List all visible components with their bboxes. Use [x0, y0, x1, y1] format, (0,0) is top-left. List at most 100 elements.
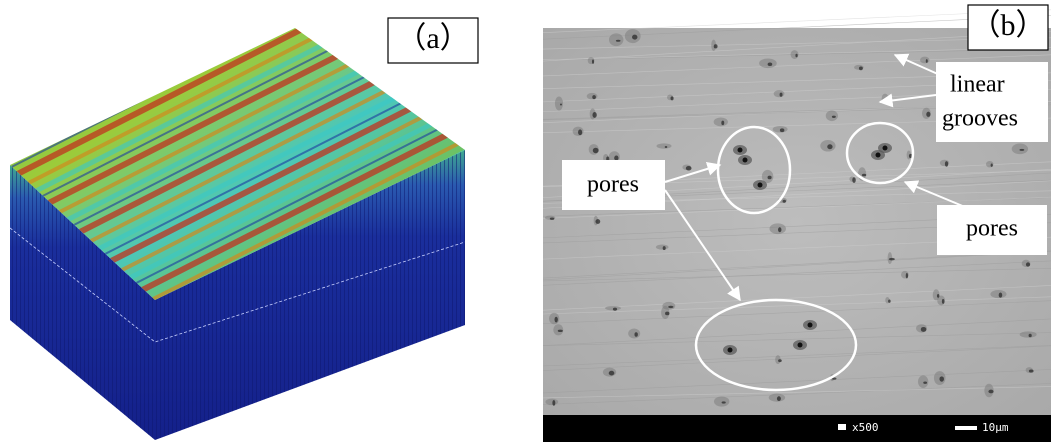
sem-feature — [634, 332, 637, 337]
sem-feature — [605, 306, 621, 310]
sem-feature — [632, 35, 637, 40]
sem-feature — [774, 90, 785, 97]
sem-feature — [609, 33, 623, 46]
sem-feature — [768, 63, 773, 67]
sem-feature — [668, 306, 673, 308]
sem-feature — [728, 348, 733, 353]
sem-feature — [808, 323, 813, 328]
sem-feature — [939, 376, 944, 381]
annotation: pores — [966, 216, 1018, 242]
annotation: grooves — [942, 106, 1018, 132]
annotation: pores — [587, 172, 639, 198]
sem-feature — [714, 396, 729, 406]
sem-feature — [1026, 262, 1030, 266]
sem-feature — [826, 110, 838, 121]
sem-feature — [743, 158, 748, 163]
sem-feature — [721, 121, 724, 126]
sem-feature — [889, 258, 895, 260]
sem-feature — [1019, 149, 1024, 151]
sem-feature — [920, 57, 930, 64]
sem-feature — [714, 117, 728, 126]
sem-feature — [616, 40, 621, 42]
sem-feature — [862, 174, 866, 177]
figure: （a） x500 10μm linear grooves pores pores… — [0, 0, 1051, 442]
sem-feature — [827, 144, 832, 149]
sem-feature — [999, 292, 1003, 297]
sem-feature — [783, 200, 786, 203]
sem-feature — [545, 399, 558, 405]
sem-feature — [988, 390, 993, 394]
sem-feature — [613, 308, 617, 311]
sem-feature — [876, 153, 881, 158]
sem-feature — [1020, 331, 1037, 337]
sem-feature — [1029, 369, 1034, 372]
sem-feature — [665, 312, 669, 316]
panel-label: （b） — [971, 9, 1046, 42]
sem-feature — [560, 103, 562, 105]
sem-feature — [923, 382, 927, 384]
sem-feature — [686, 166, 692, 170]
sem-feature — [906, 273, 908, 279]
sem-feature — [578, 129, 582, 135]
sem-feature — [553, 324, 563, 335]
sem-feature — [662, 302, 675, 310]
sem-feature — [832, 116, 836, 118]
sem-feature — [921, 327, 927, 332]
sem-feature — [665, 146, 668, 148]
panel-label: （a） — [396, 22, 469, 55]
sem-feature — [592, 59, 594, 63]
sem-feature — [888, 300, 890, 303]
sem-feature — [593, 148, 599, 153]
sem-feature — [991, 163, 993, 166]
scale-label: 10μm — [982, 421, 1009, 434]
sem-feature — [773, 126, 788, 133]
sem-feature — [926, 112, 930, 117]
sem-feature — [555, 317, 558, 323]
magnification: x500 — [852, 421, 879, 434]
panel-b: x500 10μm linear grooves pores pores （b） — [543, 5, 1051, 442]
sem-feature — [883, 146, 888, 151]
sem-feature — [990, 290, 1006, 298]
sem-feature — [937, 294, 939, 298]
scale-bar — [955, 426, 977, 430]
sem-feature — [722, 401, 726, 403]
sem-feature — [1012, 144, 1028, 155]
sem-feature — [942, 299, 945, 304]
sem-feature — [558, 330, 563, 332]
sem-feature — [926, 59, 928, 63]
sem-feature — [592, 95, 596, 99]
sem-feature — [549, 313, 559, 324]
sem-feature — [555, 97, 563, 111]
sem-feature — [614, 155, 618, 160]
sem-feature — [738, 148, 743, 153]
sem-feature — [852, 177, 856, 183]
sem-feature — [628, 329, 640, 339]
sem-feature — [770, 223, 786, 234]
sem-feature — [780, 128, 784, 132]
sem-feature — [592, 112, 596, 118]
sem-feature — [595, 219, 600, 224]
sem-feature — [663, 246, 666, 250]
sem-feature — [945, 161, 948, 167]
sem-feature — [885, 98, 888, 100]
sem-feature — [768, 176, 772, 180]
panel-a: （a） — [10, 18, 478, 440]
sem-feature — [609, 371, 615, 376]
sem-feature — [780, 93, 783, 97]
sem-feature — [859, 67, 863, 71]
sem-feature — [777, 396, 781, 401]
sem-feature — [918, 375, 928, 388]
sem-feature — [759, 59, 777, 69]
sem-feature — [778, 359, 782, 362]
sem-feature — [671, 96, 674, 100]
sem-feature — [714, 44, 718, 48]
sem-feature — [795, 54, 797, 57]
sem-feature — [769, 394, 785, 402]
sem-feature — [1029, 334, 1032, 338]
camera-icon — [838, 424, 846, 430]
sem-feature — [758, 183, 763, 188]
sem-feature — [656, 143, 671, 148]
sem-feature — [798, 343, 803, 348]
sem-feature — [656, 244, 669, 249]
sem-feature — [587, 93, 598, 100]
